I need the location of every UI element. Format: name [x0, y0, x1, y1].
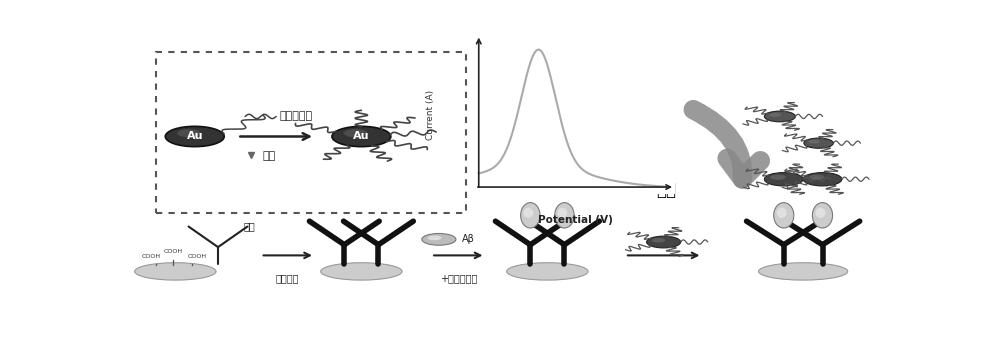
- Text: Potential (V): Potential (V): [538, 215, 612, 225]
- Circle shape: [770, 175, 786, 180]
- Text: 核酸适配体: 核酸适配体: [280, 111, 313, 121]
- Ellipse shape: [812, 203, 833, 228]
- Circle shape: [764, 172, 803, 186]
- Circle shape: [165, 126, 224, 147]
- Circle shape: [428, 236, 441, 240]
- Text: Aβ: Aβ: [462, 234, 475, 244]
- Ellipse shape: [135, 263, 216, 280]
- Text: COOH: COOH: [142, 254, 161, 259]
- Text: 抗体: 抗体: [243, 221, 255, 231]
- Text: Au: Au: [186, 132, 203, 142]
- Ellipse shape: [558, 208, 567, 218]
- Circle shape: [769, 113, 781, 117]
- Text: Current (A): Current (A): [426, 90, 436, 139]
- Circle shape: [177, 129, 201, 137]
- Text: +牛血清蛋白: +牛血清蛋白: [440, 273, 477, 283]
- Ellipse shape: [774, 203, 794, 228]
- Text: COOH: COOH: [188, 254, 207, 259]
- Ellipse shape: [759, 263, 848, 280]
- FancyArrowPatch shape: [693, 110, 760, 179]
- Circle shape: [804, 138, 833, 148]
- Ellipse shape: [507, 263, 588, 280]
- Text: 硫基: 硫基: [263, 151, 276, 161]
- Ellipse shape: [321, 263, 402, 280]
- Ellipse shape: [815, 208, 826, 218]
- Ellipse shape: [521, 203, 540, 228]
- Circle shape: [808, 139, 820, 144]
- Text: Au: Au: [353, 132, 370, 142]
- Text: 电流: 电流: [495, 48, 515, 66]
- Text: COOH: COOH: [163, 249, 183, 254]
- Circle shape: [803, 172, 842, 186]
- Text: 电压: 电压: [656, 181, 676, 199]
- Text: 交联试剂: 交联试剂: [276, 273, 300, 283]
- Ellipse shape: [777, 208, 787, 218]
- Circle shape: [332, 126, 391, 147]
- Circle shape: [422, 234, 456, 245]
- Ellipse shape: [524, 208, 533, 218]
- Circle shape: [652, 238, 665, 243]
- Circle shape: [809, 175, 824, 180]
- Circle shape: [344, 129, 367, 137]
- Circle shape: [647, 236, 681, 248]
- Circle shape: [764, 111, 795, 122]
- Ellipse shape: [555, 203, 574, 228]
